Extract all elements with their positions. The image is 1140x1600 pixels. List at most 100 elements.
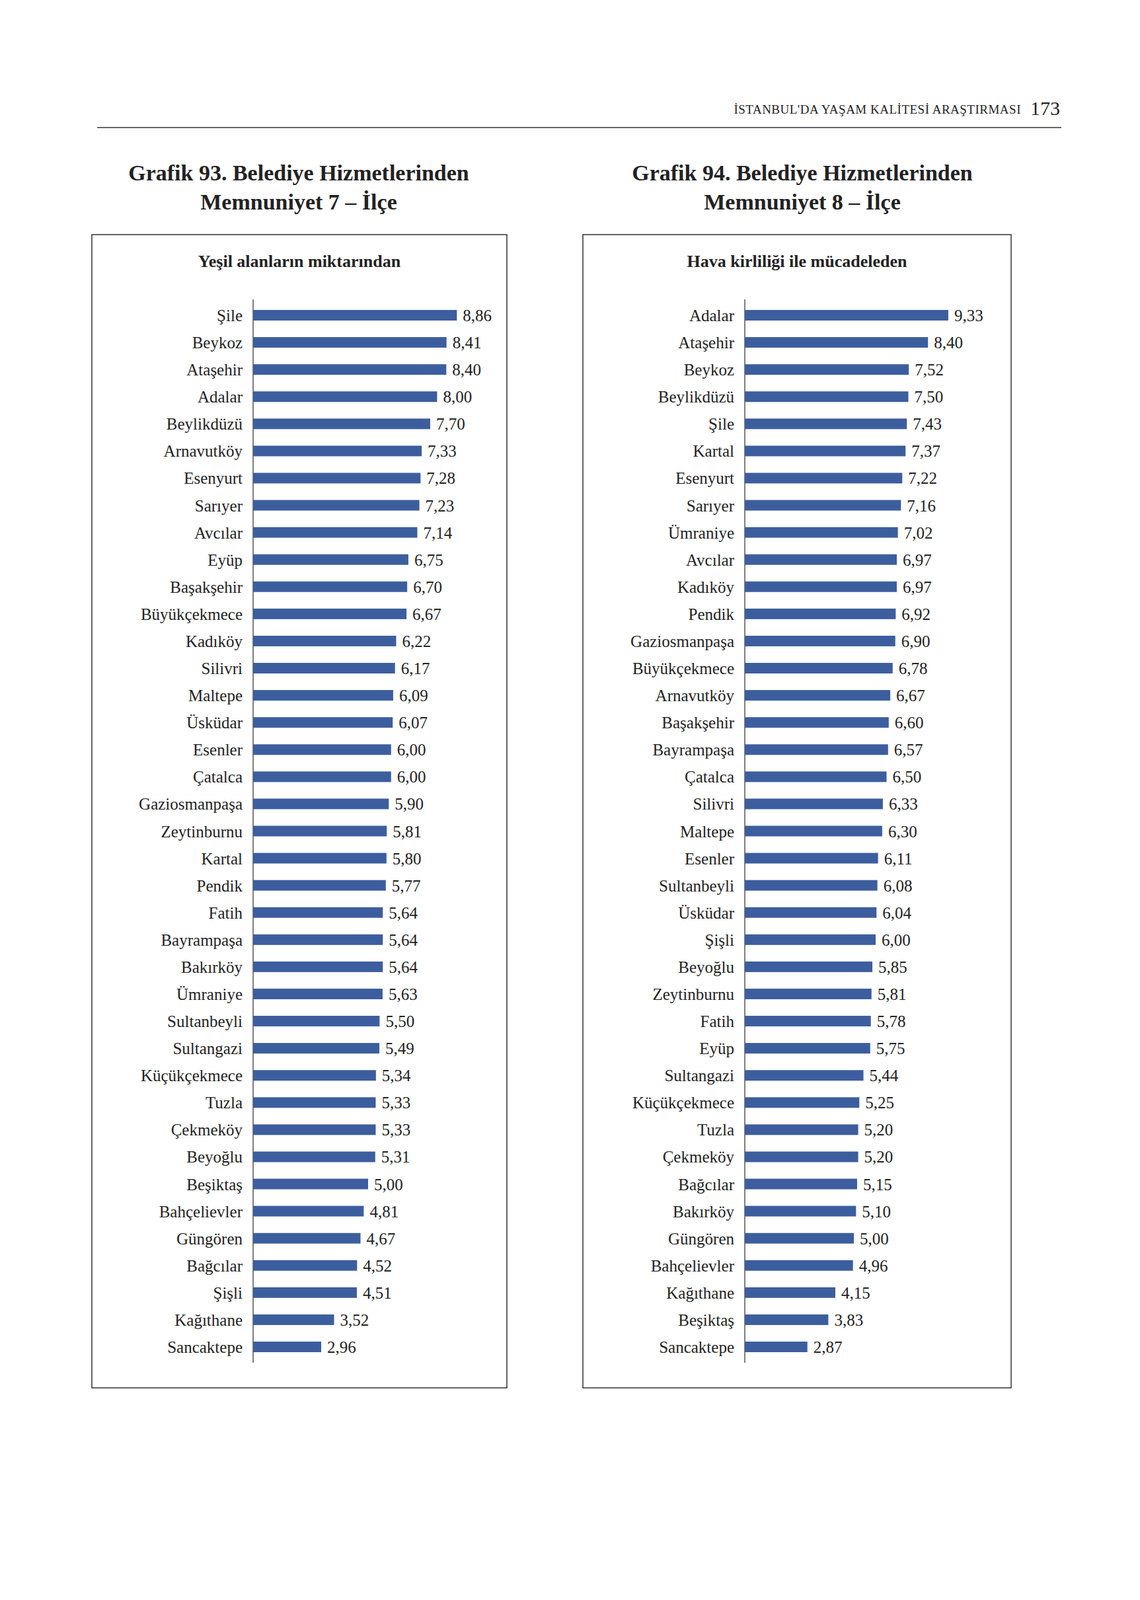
bar [253,1314,334,1326]
bar [253,934,383,946]
category-label: Adalar [197,387,244,406]
data-label: 5,50 [385,1012,415,1031]
bar [744,391,909,402]
bar [744,1097,860,1108]
data-label: 7,70 [436,415,466,433]
category-label: Maltepe [188,686,243,705]
category-label: Beykoz [684,360,735,379]
category-label: Adalar [689,306,735,325]
category-label: Sultangazi [172,1039,243,1058]
bar [744,662,893,674]
category-label: Ataşehir [678,333,735,352]
bar [744,853,879,864]
data-label: 6,09 [399,686,429,705]
data-label: 7,28 [426,469,456,488]
category-label: Büyükçekmece [632,659,735,678]
bar [253,1178,369,1190]
category-label: Tuzla [697,1120,735,1139]
bar [253,581,408,593]
bar [744,608,896,620]
category-label: Beylikdüzü [166,415,244,433]
bar [253,744,392,755]
category-label: Fatih [208,904,244,922]
data-label: 4,51 [362,1284,392,1302]
data-label: 7,14 [422,524,453,542]
data-label: 5,49 [385,1039,415,1058]
data-label: 8,00 [442,387,472,406]
category-label: Çekmeköy [171,1120,244,1139]
data-label: 6,57 [894,740,924,759]
data-label: 6,97 [902,578,932,597]
bar [253,1151,376,1162]
category-label: Pendik [196,876,244,895]
bar [744,880,878,891]
category-label: Çekmeköy [662,1147,735,1166]
bar [253,445,422,456]
category-label: Zeytinburnu [652,985,735,1004]
category-label: Sancaktepe [167,1338,243,1357]
data-label: 6,00 [881,931,911,950]
data-label: 5,31 [381,1147,411,1166]
bar [744,1124,859,1135]
data-label: 6,70 [413,578,443,597]
data-label: 5,85 [878,958,908,977]
data-label: 4,52 [362,1256,392,1275]
data-label: 6,00 [397,740,427,759]
category-label: Pendik [688,605,735,624]
category-label: Çatalca [684,767,735,786]
bar [744,988,872,1000]
bar [744,1151,859,1162]
bars [253,309,457,1353]
data-label: 6,30 [888,822,918,841]
category-label: Esenyurt [675,469,735,488]
bar [744,554,897,566]
category-label: Sultanbeyli [167,1012,243,1031]
data-label: 5,64 [388,958,418,977]
chart-frame [582,234,1012,1388]
data-label: 5,25 [865,1093,895,1112]
data-label: 6,07 [398,713,428,732]
chart-subtitle: Hava kirliliği ile mücadeleden [687,251,908,271]
bar [253,662,396,674]
bar [744,1178,858,1190]
data-label: 5,33 [381,1120,411,1139]
page-header: İSTANBUL'DA YAŞAM KALİTESİ ARAŞTIRMASI [733,102,1022,117]
data-label: 5,44 [869,1066,899,1085]
data-label: 6,04 [882,904,912,922]
category-label: Şile [216,306,243,325]
data-label: 2,96 [327,1338,357,1357]
data-label: 5,20 [864,1147,894,1166]
data-label: 7,16 [906,496,936,515]
category-label: Şişli [213,1284,244,1302]
bar [744,744,889,755]
bar [253,1341,322,1353]
data-label: 6,92 [901,605,931,624]
category-label: Kağıthane [666,1284,735,1302]
bar [744,500,901,511]
bar [744,934,876,946]
category-label: Avcılar [194,524,244,542]
header-rule [97,126,1062,129]
category-label: Kağıthane [174,1311,243,1330]
data-label: 5,34 [381,1066,412,1085]
bar [253,1287,357,1298]
category-label: Kadıköy [185,632,244,651]
category-label: Ümraniye [176,985,243,1004]
bar [253,364,447,375]
bar [253,1206,364,1217]
bar [253,554,409,566]
data-label: 9,33 [954,306,984,325]
data-label: 6,97 [902,551,932,570]
category-label: Sarıyer [194,496,244,515]
category-label: Beykoz [192,333,243,352]
data-label: 5,63 [388,985,418,1004]
bar [744,1015,872,1027]
page: İSTANBUL'DA YAŞAM KALİTESİ ARAŞTIRMASI17… [0,0,1140,1600]
bar [253,418,431,429]
bar [253,689,394,701]
category-label: Üsküdar [186,713,243,732]
data-label: 6,00 [397,767,427,786]
bar [744,1260,854,1271]
data-label: 6,11 [884,849,913,868]
bar [253,500,420,511]
